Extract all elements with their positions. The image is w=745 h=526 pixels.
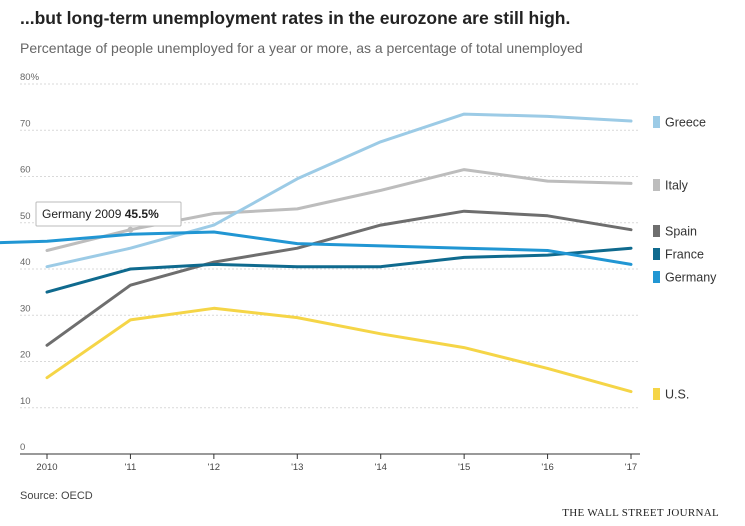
tooltip-text: Germany 2009 45.5% xyxy=(42,207,159,221)
x-tick-label: 2010 xyxy=(36,462,57,473)
x-tick-label: '17 xyxy=(625,462,637,473)
legend-label-italy: Italy xyxy=(665,179,689,193)
legend-swatch-greece xyxy=(653,116,660,128)
series-line-spain xyxy=(45,209,633,347)
legend-label-us: U.S. xyxy=(665,388,689,402)
legend-label-france: France xyxy=(665,248,704,262)
tooltip-series: Germany xyxy=(42,207,95,221)
legend-label-greece: Greece xyxy=(665,116,706,130)
legend-swatch-us xyxy=(653,388,660,400)
chart-subtitle: Percentage of people unemployed for a ye… xyxy=(20,40,583,56)
y-tick-label: 60 xyxy=(20,165,31,176)
tooltip-year: 2009 xyxy=(95,207,125,221)
y-tick-label: 50 xyxy=(20,211,31,222)
y-tick-label: 40 xyxy=(20,257,31,268)
legend-label-spain: Spain xyxy=(665,225,697,239)
legend-swatch-italy xyxy=(653,179,660,191)
x-tick-label: '14 xyxy=(375,462,387,473)
x-tick-label: '13 xyxy=(291,462,303,473)
legend-swatch-france xyxy=(653,248,660,260)
publisher-logo: THE WALL STREET JOURNAL xyxy=(562,507,719,519)
x-tick-label: '11 xyxy=(125,462,137,473)
y-tick-label: 0 xyxy=(20,442,25,453)
x-tick-label: '12 xyxy=(208,462,220,473)
x-tick-label: '16 xyxy=(541,462,553,473)
y-tick-label: 20 xyxy=(20,350,31,361)
legend-swatch-spain xyxy=(653,225,660,237)
series-line-germany xyxy=(0,230,633,266)
tooltip-box xyxy=(35,201,182,227)
tooltip-value: 45.5% xyxy=(125,207,159,221)
legend-label-germany: Germany xyxy=(665,271,717,285)
series-line-us xyxy=(45,306,633,394)
y-tick-label: 10 xyxy=(20,396,31,407)
source-note: Source: OECD xyxy=(20,490,93,502)
series-line-italy xyxy=(45,168,633,252)
x-tick-label: '15 xyxy=(458,462,470,473)
hover-marker xyxy=(127,226,134,233)
series-line-greece xyxy=(45,112,633,269)
y-tick-label: 30 xyxy=(20,303,31,314)
y-tick-label: 80% xyxy=(20,72,40,83)
chart-title: ...but long-term unemployment rates in t… xyxy=(20,8,571,28)
y-tick-label: 70 xyxy=(20,118,31,129)
legend-swatch-germany xyxy=(653,271,660,283)
series-line-france xyxy=(45,246,633,294)
